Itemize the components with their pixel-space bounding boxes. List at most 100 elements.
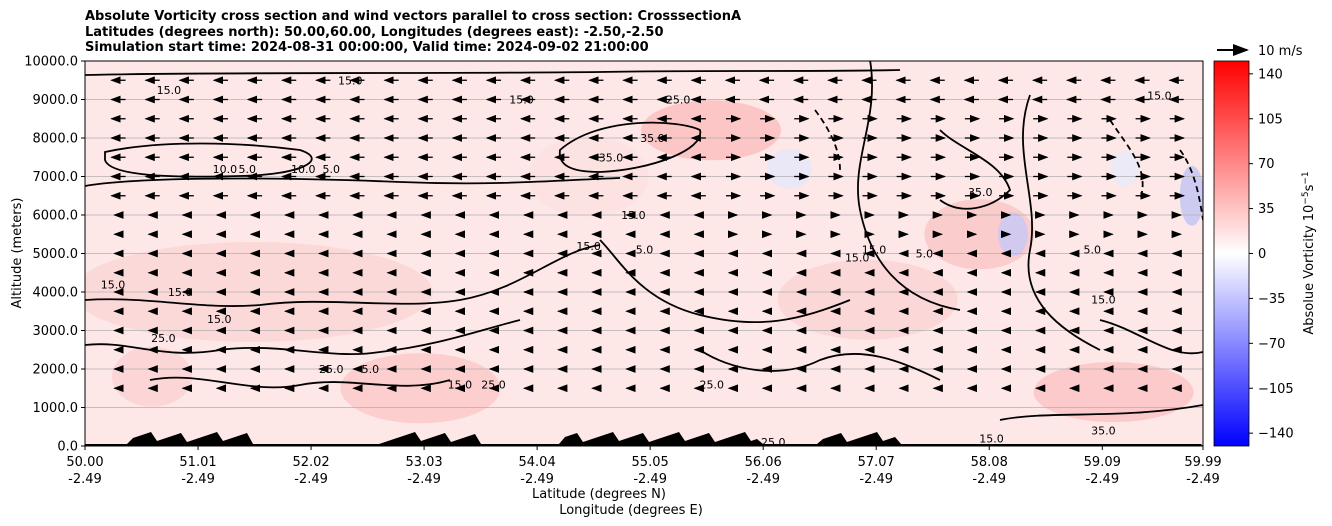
x-axis-label-2: Longitude (degrees E) <box>559 503 703 518</box>
y-tick-label: 0.0 <box>57 440 78 455</box>
contour-line-negative <box>1109 119 1144 201</box>
contour-label: 5.0 <box>362 363 380 376</box>
title-line-2: Latitudes (degrees north): 50.00,60.00, … <box>85 24 664 40</box>
contour-label: 25.0 <box>481 378 506 391</box>
field-patch <box>112 346 193 407</box>
contour-label: 15.0 <box>101 278 126 291</box>
plot-area: 15.015.010.0 5.0 10.0 5.015.0 25.035.035.015… <box>85 61 1203 449</box>
contour-line <box>85 69 901 76</box>
x-tick-lon: -2.49 <box>407 472 441 487</box>
contour-label: 5.0 <box>636 244 654 257</box>
x-tick-lat: 55.05 <box>632 455 669 470</box>
contour-label: 25.0 <box>666 94 691 107</box>
field-patch <box>767 148 812 189</box>
contour-line <box>559 121 701 173</box>
contour-label: 15.0 <box>862 244 887 257</box>
colorbar-tick-label: −105 <box>1258 382 1294 397</box>
colorbar-gradient <box>1213 60 1250 447</box>
y-tick-label: 6000.0 <box>33 209 79 224</box>
contour-line <box>999 404 1203 421</box>
y-tick-label: 8000.0 <box>33 132 79 147</box>
contour-label: 15.0 <box>1091 294 1116 307</box>
quiver-key-label: 10 m/s <box>1258 44 1303 59</box>
y-tick-label: 4000.0 <box>33 286 79 301</box>
x-tick-lat: 59.09 <box>1084 455 1121 470</box>
y-tick-label: 5000.0 <box>33 247 79 262</box>
contour-label: 10.0 <box>291 163 316 176</box>
contour-label: 5.0 <box>239 163 257 176</box>
contour-label: 5.0 <box>322 163 340 176</box>
contour-label: 25.0 <box>761 436 786 449</box>
field-patch <box>1179 165 1203 226</box>
x-tick-lat: 51.01 <box>179 455 216 470</box>
colorbar-tick-label: −35 <box>1258 292 1285 307</box>
x-tick-lat: 53.03 <box>405 455 442 470</box>
contour-line <box>857 61 961 311</box>
x-tick-lon: -2.49 <box>181 472 215 487</box>
contour-label: 15.0 <box>845 251 870 264</box>
x-tick-lat: 57.07 <box>858 455 895 470</box>
colorbar-tick-label: −70 <box>1258 337 1285 352</box>
x-tick-lon: -2.49 <box>859 472 893 487</box>
colorbar-label: Absolue Vorticity 10−5s−1 <box>1301 171 1317 334</box>
contour-line <box>939 129 1012 210</box>
contour-label: 5.0 <box>916 248 934 261</box>
plot-title: Absolute Vorticity cross section and win… <box>85 9 741 56</box>
field-patch <box>641 100 782 161</box>
contour-label: 10.0 <box>213 163 238 176</box>
contour-line <box>1099 319 1203 355</box>
x-tick-lat: 59.99 <box>1184 455 1221 470</box>
contour-label: 35.0 <box>968 186 993 199</box>
x-tick-lon: -2.49 <box>68 472 102 487</box>
contour-label: 5.0 <box>1083 244 1101 257</box>
x-tick-lon: -2.49 <box>1085 472 1119 487</box>
contour-label: 15.0 <box>157 84 182 97</box>
contour-label: 15.0 <box>338 74 363 87</box>
colorbar-tick-label: 105 <box>1258 112 1283 127</box>
contour-label: 15.0 <box>576 240 601 253</box>
x-tick-lon: -2.49 <box>1186 472 1220 487</box>
colorbar-tick-label: 70 <box>1258 157 1275 172</box>
y-tick-label: 1000.0 <box>33 401 79 416</box>
contour-label: 35.0 <box>640 132 665 145</box>
quiver-key: 10 m/s <box>1217 44 1303 59</box>
contour-label: 35.0 <box>1091 425 1116 438</box>
wind-vectors <box>110 76 1186 393</box>
y-axis-label: Altitude (meters) <box>10 198 25 309</box>
terrain-mask <box>85 432 1203 446</box>
contour-label: 15.0 <box>621 209 646 222</box>
colorbar: 140 105 70 35 0 −35 −70 −105 −140 Absolue Vortic… <box>1213 60 1317 447</box>
contour-line <box>85 177 621 187</box>
y-tick-label: 10000.0 <box>24 55 78 70</box>
x-axis: 50.00 -2.49 51.01 -2.49 52.02 -2.49 53.03 -2.49… <box>66 446 1222 487</box>
colorbar-tick-label: 0 <box>1258 247 1266 262</box>
x-tick-lon: -2.49 <box>746 472 780 487</box>
contour-label: 15.0 <box>509 94 534 107</box>
y-axis: 0.0 1000.0 2000.0 3000.0 4000.0 5000.0 6000.0 7… <box>24 55 85 455</box>
terrain <box>85 432 1203 446</box>
contour-label: 15.0 <box>1147 90 1172 103</box>
title-line-1: Absolute Vorticity cross section and win… <box>85 9 742 24</box>
colorbar-tick-label: −140 <box>1258 427 1294 442</box>
contour-label: 15.0 <box>448 378 473 391</box>
y-tick-label: 7000.0 <box>33 170 79 185</box>
x-tick-lon: -2.49 <box>972 472 1006 487</box>
contour-line <box>1022 94 1101 351</box>
field-patch <box>1110 150 1139 187</box>
contour-lines <box>85 61 1203 421</box>
x-tick-lon: -2.49 <box>294 472 328 487</box>
contour-line <box>149 376 451 389</box>
y-tick-label: 9000.0 <box>33 93 79 108</box>
contour-label: 25.0 <box>319 363 344 376</box>
contour-line <box>104 142 313 178</box>
contour-label: 15.0 <box>168 286 193 299</box>
contour-label: 25.0 <box>151 332 176 345</box>
x-tick-lat: 52.02 <box>292 455 329 470</box>
x-tick-lat: 50.00 <box>66 455 103 470</box>
y-tick-label: 2000.0 <box>33 363 79 378</box>
field-patch <box>777 259 958 340</box>
x-tick-lat: 54.04 <box>519 455 556 470</box>
contour-label: 15.0 <box>207 313 232 326</box>
title-line-3: Simulation start time: 2024-08-31 00:00:… <box>85 40 649 55</box>
